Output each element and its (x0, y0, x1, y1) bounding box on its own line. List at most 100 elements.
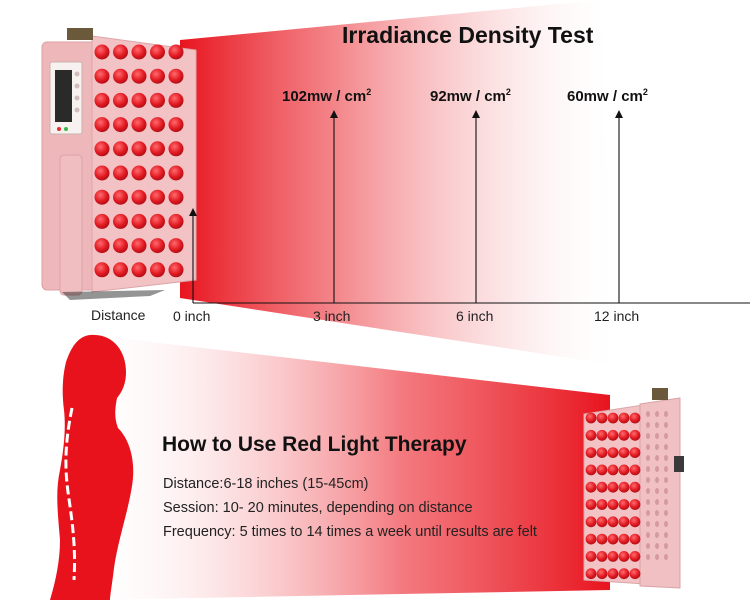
vent-hole (664, 488, 668, 494)
vent-hole (664, 543, 668, 549)
led-bulb (596, 447, 608, 458)
led-bulb (150, 213, 165, 229)
vent-hole (655, 510, 659, 516)
led-bulb (150, 165, 165, 181)
led-bulb (618, 516, 630, 528)
led-bulb (585, 533, 597, 545)
led-bulb (168, 189, 184, 205)
led-bulb (607, 568, 619, 580)
vent-hole (655, 411, 659, 417)
led-bulb (618, 412, 630, 424)
led-bulb (94, 213, 110, 229)
led-bulb (113, 189, 128, 205)
led-bulb (596, 412, 608, 424)
led-bulb (113, 44, 128, 60)
led-bulb (618, 464, 630, 476)
led-bulb (596, 481, 608, 493)
info-line-distance: Distance:6-18 inches (15-45cm) (163, 476, 369, 492)
led-bulb (629, 516, 641, 528)
led-bulb (150, 68, 165, 84)
vent-hole (664, 510, 668, 516)
vent-hole (664, 477, 668, 483)
led-bulb (150, 141, 165, 157)
led-bulb (94, 262, 110, 278)
led-bulb (585, 481, 597, 493)
led-bulb (607, 464, 619, 476)
top-light-beam (180, 0, 615, 365)
vent-hole (664, 455, 668, 461)
led-bulb (131, 238, 147, 254)
vent-hole (646, 444, 650, 450)
led-bulb (585, 412, 597, 424)
vent-hole (664, 433, 668, 439)
vent-hole (655, 543, 659, 549)
axis-label: Distance (91, 307, 146, 323)
led-bulb (629, 447, 641, 458)
led-bulb (113, 92, 128, 108)
led-bulb (94, 44, 110, 60)
tick-label: 3 inch (313, 308, 351, 324)
led-bulb (113, 213, 128, 229)
led-bulb (150, 117, 165, 133)
page-title: Irradiance Density Test (342, 22, 594, 48)
led-bulb (94, 141, 110, 157)
led-bulb (618, 568, 630, 580)
led-bulb (629, 429, 641, 441)
reading-6-inch: 92mw / cm2 (430, 87, 511, 105)
led-bulb (596, 551, 608, 562)
vent-hole (664, 499, 668, 505)
led-bulb (585, 464, 597, 476)
vent-hole (646, 499, 650, 505)
vent-hole (664, 554, 668, 560)
led-bulb (585, 568, 597, 580)
led-bulb (131, 213, 147, 229)
led-bulb (607, 481, 619, 493)
vent-hole (655, 532, 659, 538)
led-bulb (596, 429, 608, 441)
led-bulb (607, 551, 619, 562)
led-bulb (607, 499, 619, 510)
section-heading: How to Use Red Light Therapy (162, 433, 467, 456)
spine-line (64, 407, 77, 581)
led-bulb (585, 447, 597, 458)
vent-hole (646, 488, 650, 494)
vent-hole (646, 466, 650, 472)
led-bulb (607, 412, 619, 424)
vent-hole (655, 477, 659, 483)
led-bulb (150, 189, 165, 205)
led-bulb (131, 92, 147, 108)
led-bulb (618, 481, 630, 493)
vent-hole (646, 532, 650, 538)
led-bulb (94, 238, 110, 254)
vent-hole (646, 422, 650, 428)
led-bulb (596, 516, 608, 528)
led-bulb (131, 68, 147, 84)
led-bulb (94, 68, 110, 84)
led-bulb (629, 464, 641, 476)
vent-hole (664, 521, 668, 527)
vent-hole (655, 488, 659, 494)
led-bulb (607, 533, 619, 545)
vent-hole (655, 455, 659, 461)
vent-hole (646, 411, 650, 417)
vent-hole (655, 466, 659, 472)
reading-3-inch: 102mw / cm2 (282, 87, 372, 105)
led-bulb (94, 92, 110, 108)
led-bulb (629, 533, 641, 545)
led-bulb (113, 165, 128, 181)
led-bulb (596, 568, 608, 580)
tick-label: 0 inch (173, 308, 211, 324)
led-bulb (168, 141, 184, 157)
led-bulb (168, 44, 184, 60)
led-bulb (94, 189, 110, 205)
led-bulb (113, 238, 128, 254)
led-bulb (94, 117, 110, 133)
led-bulb (629, 568, 641, 580)
vent-hole (646, 521, 650, 527)
led-bulb (168, 68, 184, 84)
led-bulb (131, 189, 147, 205)
led-bulb (607, 429, 619, 441)
led-bulb (596, 533, 608, 545)
vent-hole (664, 411, 668, 417)
led-bulb (168, 238, 184, 254)
